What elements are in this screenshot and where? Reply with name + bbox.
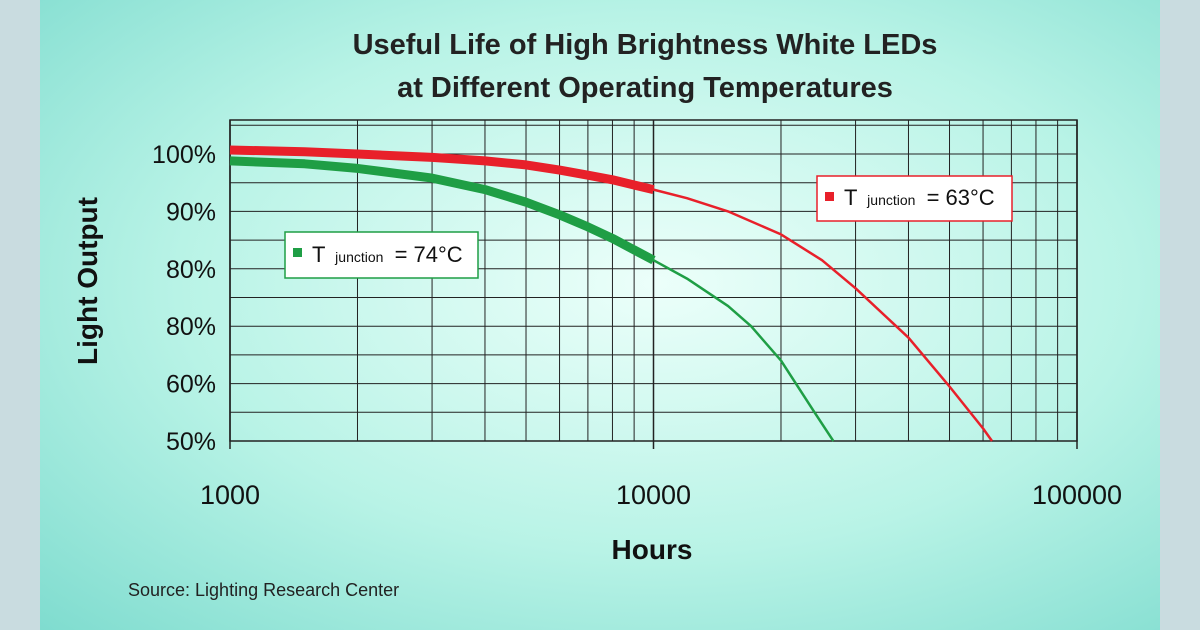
- legend-label-63c-sub: junction: [866, 192, 915, 208]
- y-tick-label: 80%: [166, 256, 216, 284]
- x-tick-labels: 1000 10000 100000: [200, 480, 1122, 510]
- y-tick-label: 60%: [166, 371, 216, 399]
- x-tick-label: 100000: [1032, 480, 1122, 510]
- legend-label-74c-sub: junction: [334, 249, 383, 265]
- legend-label-63c-main: T: [844, 185, 857, 210]
- legend-label-74c-main: T: [312, 242, 325, 267]
- y-tick-label: 100%: [152, 141, 216, 169]
- x-tick-label: 10000: [616, 480, 691, 510]
- chart-title-line-1: Useful Life of High Brightness White LED…: [353, 29, 938, 61]
- legend-label-74c: T junction = 74°C: [312, 242, 463, 267]
- legend-box-63c: [816, 175, 1013, 222]
- legend-label-63c: T junction = 63°C: [844, 185, 995, 210]
- legend-box-74c: [284, 231, 479, 279]
- chart-title-line-2: at Different Operating Temperatures: [397, 72, 893, 104]
- y-tick-label: 50%: [166, 428, 216, 456]
- legend-item-63c: T junction = 63°C: [816, 175, 1013, 222]
- x-axis-label: Hours: [612, 534, 693, 565]
- source-note: Source: Lighting Research Center: [128, 580, 399, 600]
- legend-swatch-63c: [825, 192, 834, 201]
- legend-label-74c-rest: = 74°C: [395, 242, 463, 267]
- series-layer: [229, 145, 994, 442]
- y-tick-label: 80%: [166, 313, 216, 341]
- legend-swatch-74c: [293, 248, 302, 257]
- plot-border: [229, 119, 1078, 442]
- y-tick-labels: 100% 90% 80% 80% 60% 50%: [152, 141, 216, 456]
- series-measured-segment-1: [229, 156, 656, 265]
- legend-item-74c: T junction = 74°C: [284, 231, 479, 279]
- series-measured-segment-0: [229, 145, 655, 194]
- y-axis-label: Light Output: [72, 197, 103, 365]
- y-tick-label: 90%: [166, 198, 216, 226]
- legend-label-63c-rest: = 63°C: [927, 185, 995, 210]
- x-tick-label: 1000: [200, 480, 260, 510]
- chart-background: [40, 0, 1160, 630]
